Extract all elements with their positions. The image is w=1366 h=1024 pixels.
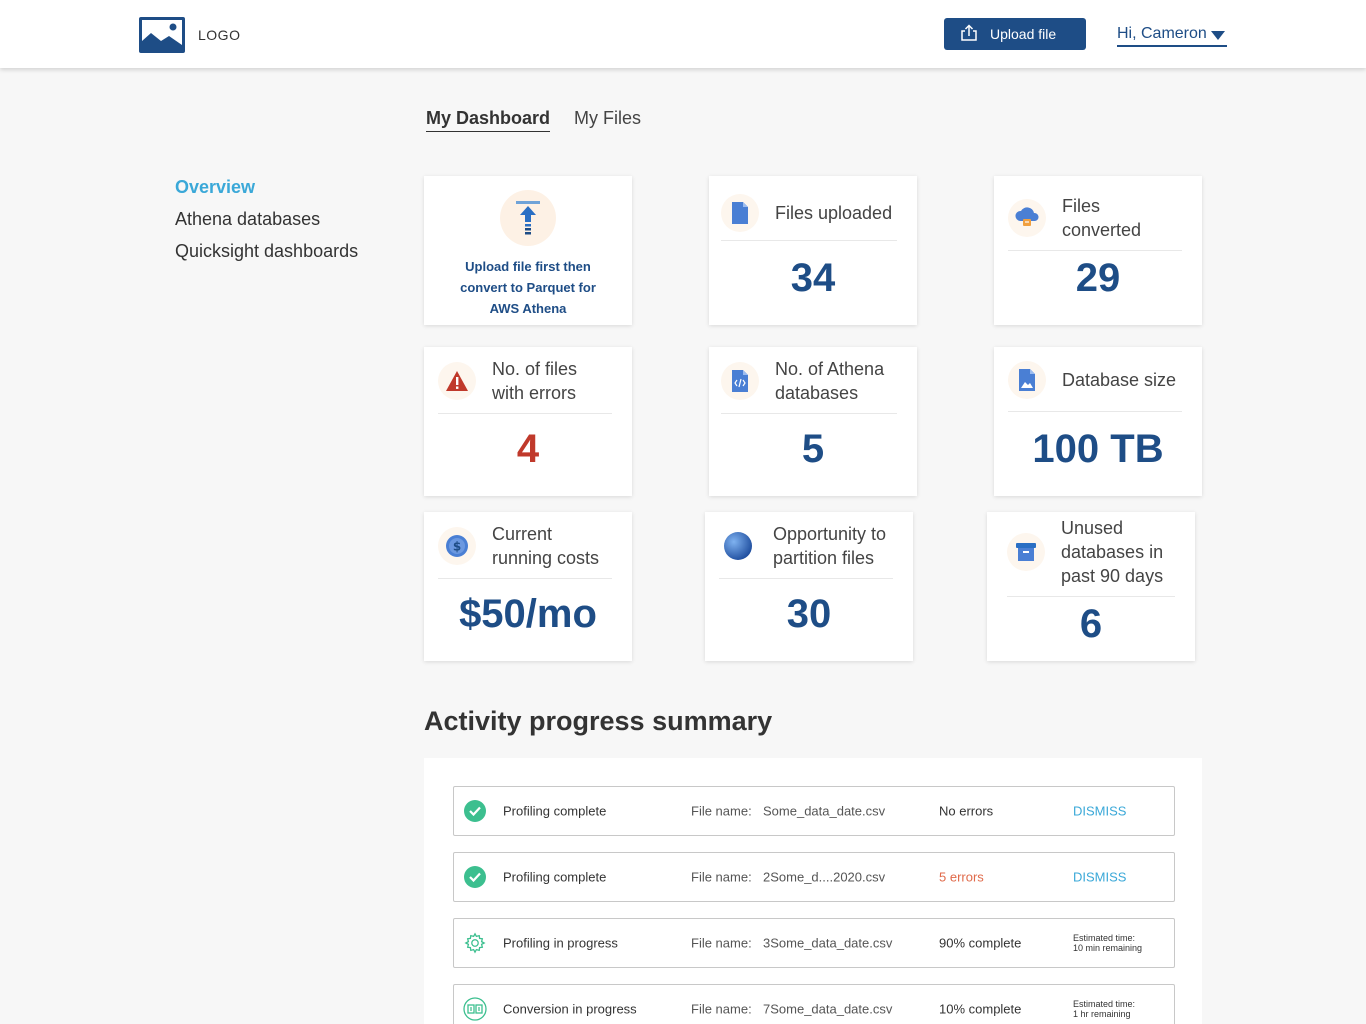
running-costs-title: Current running costs [492, 524, 600, 568]
upload-prompt-card[interactable]: Upload file first then convert to Parque… [424, 176, 632, 325]
activity-result-errors: 5 errors [939, 869, 984, 885]
partition-opportunity-value: 30 [786, 592, 832, 636]
conversion-icon [463, 997, 487, 1021]
files-converted-card[interactable]: Files converted 29 [994, 176, 1202, 325]
archive-box-icon [1007, 533, 1045, 571]
sidebar-item-overview[interactable]: Overview [175, 177, 256, 197]
estimated-time-label: Estimated time: [1073, 999, 1136, 1009]
activity-progress: 10% complete [939, 1001, 1022, 1017]
files-uploaded-title: Files uploaded [775, 203, 893, 223]
file-icon [721, 194, 759, 232]
tab-my-dashboard[interactable]: My Dashboard [426, 108, 551, 132]
unused-databases-value: 6 [1079, 602, 1103, 646]
activity-progress: 90% complete [939, 935, 1022, 951]
files-with-errors-value: 4 [516, 427, 540, 471]
file-name-value: 3Some_data_date.csv [763, 935, 893, 951]
tab-my-files[interactable]: My Files [574, 108, 642, 128]
estimated-time-value: 10 min remaining [1073, 943, 1143, 953]
athena-databases-title: No. of Athena databases [775, 359, 885, 403]
activity-panel: Profiling complete File name: Some_data_… [424, 758, 1202, 1024]
image-file-icon [1008, 361, 1046, 399]
sidebar-item-athena-databases[interactable]: Athena databases [175, 209, 321, 229]
partition-opportunity-title: Opportunity to partition files [773, 524, 887, 568]
upload-file-button[interactable]: Upload file [944, 18, 1086, 50]
gear-icon [463, 931, 487, 955]
upload-prompt-text: Upload file first then convert to Parque… [460, 259, 596, 316]
file-name-value: Some_data_date.csv [763, 803, 886, 819]
sidebar: Overview Athena databases Quicksight das… [175, 176, 358, 272]
activity-row: Conversion in progress File name: 7Some_… [453, 984, 1175, 1024]
files-uploaded-value: 34 [790, 256, 836, 300]
file-name-label: File name: [691, 869, 752, 885]
dismiss-button[interactable]: DISMISS [1073, 803, 1127, 819]
activity-section-title: Activity progress summary [424, 706, 773, 736]
activity-status: Profiling complete [503, 869, 607, 885]
upload-file-label: Upload file [990, 26, 1057, 42]
code-file-icon [721, 362, 759, 400]
estimated-time-value: 1 hr remaining [1073, 1009, 1131, 1019]
activity-status: Profiling complete [503, 803, 607, 819]
files-uploaded-card[interactable]: Files uploaded 34 [709, 176, 917, 325]
user-greeting: Hi, Cameron [1117, 25, 1207, 42]
activity-row: Profiling in progress File name: 3Some_d… [453, 918, 1175, 968]
files-converted-title: Files converted [1062, 196, 1142, 240]
main-tabs: My Dashboard My Files [426, 108, 641, 132]
estimated-time: Estimated time: 10 min remaining [1073, 933, 1142, 953]
activity-status: Profiling in progress [503, 935, 618, 951]
upload-arrow-icon [500, 190, 556, 246]
sidebar-item-quicksight-dashboards[interactable]: Quicksight dashboards [175, 241, 359, 261]
activity-row: Profiling complete File name: 2Some_d...… [453, 852, 1175, 902]
activity-status: Conversion in progress [503, 1001, 637, 1017]
cloud-convert-icon [1008, 199, 1046, 237]
athena-databases-value: 5 [801, 427, 825, 471]
estimated-time-label: Estimated time: [1073, 933, 1136, 943]
running-costs-card[interactable]: $ Current running costs $50/mo [424, 512, 632, 661]
activity-result: No errors [939, 803, 994, 819]
logo-image-icon[interactable] [139, 17, 185, 53]
unused-databases-card[interactable]: Unused databases in past 90 days 6 [987, 512, 1195, 661]
caret-down-icon [1210, 30, 1225, 40]
file-name-label: File name: [691, 935, 752, 951]
file-name-value: 7Some_data_date.csv [763, 1001, 893, 1017]
file-name-value: 2Some_d....2020.csv [763, 869, 886, 885]
partition-opportunity-card[interactable]: Opportunity to partition files 30 [705, 512, 913, 661]
warning-icon [438, 362, 476, 400]
logo-text: LOGO [198, 27, 241, 43]
file-name-label: File name: [691, 1001, 752, 1017]
dismiss-button[interactable]: DISMISS [1073, 869, 1127, 885]
database-size-value: 100 TB [1032, 427, 1164, 471]
athena-databases-card[interactable]: No. of Athena databases 5 [709, 347, 917, 496]
database-size-card[interactable]: Database size 100 TB [994, 347, 1202, 496]
upload-icon [960, 23, 978, 45]
files-with-errors-title: No. of files with errors [492, 359, 578, 403]
top-bar: LOGO Upload file Hi, Cameron [0, 0, 1366, 68]
globe-icon [719, 527, 757, 565]
unused-databases-title: Unused databases in past 90 days [1061, 518, 1164, 586]
svg-text:$: $ [453, 540, 461, 554]
files-converted-value: 29 [1075, 256, 1121, 300]
dollar-coin-icon: $ [438, 527, 476, 565]
running-costs-value: $50/mo [459, 592, 597, 636]
check-circle-icon [463, 865, 487, 889]
files-with-errors-card[interactable]: No. of files with errors 4 [424, 347, 632, 496]
user-menu[interactable]: Hi, Cameron [1117, 23, 1227, 47]
database-size-title: Database size [1062, 370, 1177, 390]
estimated-time: Estimated time: 1 hr remaining [1073, 999, 1135, 1019]
activity-row: Profiling complete File name: Some_data_… [453, 786, 1175, 836]
file-name-label: File name: [691, 803, 752, 819]
check-circle-icon [463, 799, 487, 823]
